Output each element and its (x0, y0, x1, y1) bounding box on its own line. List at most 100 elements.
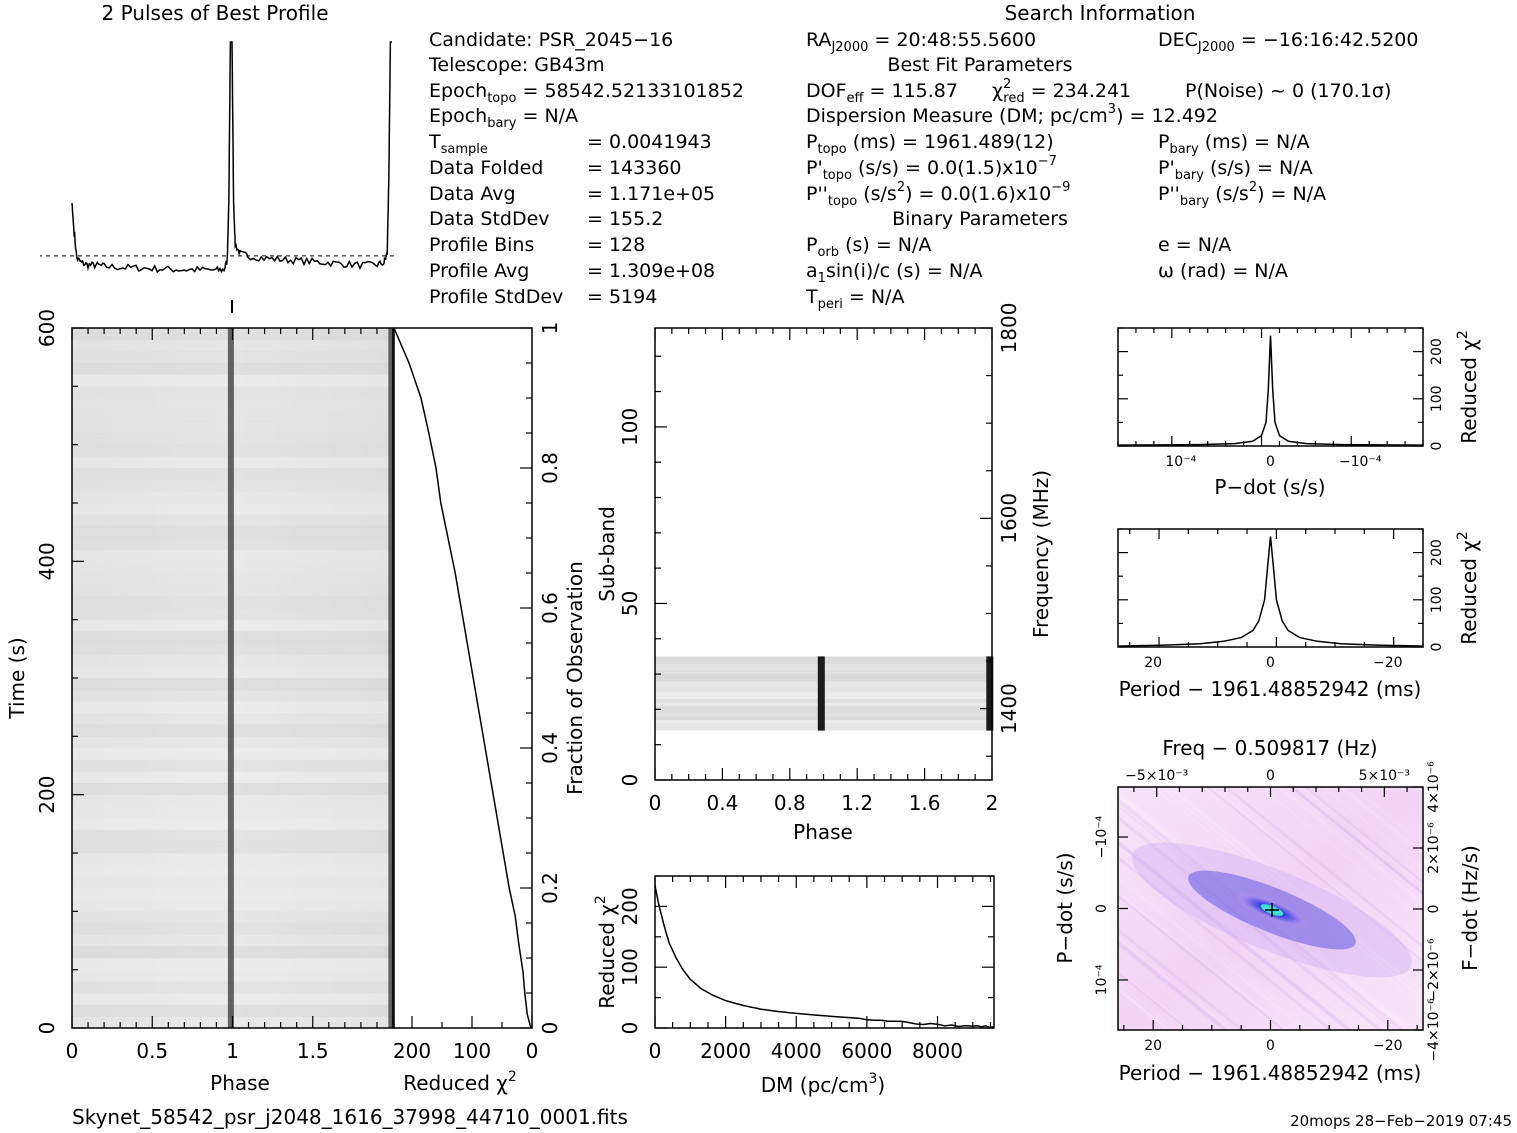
subband-phase-plot: 0 0.4 0.8 1.2 1.6 2 0 50 100 1400 1600 1800 Phase S… (595, 303, 1053, 844)
chi-pdot-xlabel: P−dot (s/s) (1214, 475, 1325, 499)
period-pdot-streak (1209, 787, 1423, 961)
period-pdot-streak (1118, 927, 1243, 1030)
time-phase-plot: 0 0.5 1 1.5 0 200 400 600 Phase Time (s) (5, 309, 395, 1095)
chi-time-ticks (411, 327, 533, 1029)
chi-pdot-ytick-label: 200 (1429, 338, 1445, 365)
chi-dm-line (654, 885, 995, 1029)
frequency-tick-label: 1400 (997, 683, 1021, 734)
period-pdot-streak (1118, 936, 1232, 1030)
period-pdot-streak (1278, 787, 1423, 906)
chi-period-ytick-label: 0 (1429, 643, 1445, 652)
chi-dm-tick-labels: 0 2000 4000 6000 8000 0 100 200 (618, 887, 963, 1063)
subband-xtick-label: 2 (986, 791, 999, 815)
chi-dm-plot: 0 2000 4000 6000 8000 0 100 200 DM (pc/cm3) Red… (593, 875, 995, 1097)
chi-period-ticks (1118, 528, 1424, 648)
period-pdot-fdot-label: −4×10⁻⁶ (1426, 998, 1442, 1062)
chi-time-line (393, 327, 532, 1029)
chi-period-xtick-label: −20 (1373, 655, 1403, 671)
eccentricity: e = N/A (1158, 234, 1231, 256)
chi-period-xlabel: Period − 1961.48852942 (ms) (1119, 677, 1422, 701)
period-pdot-fdot-label: F−dot (Hz/s) (1458, 845, 1482, 971)
time-phase-pulse-track (388, 328, 395, 1028)
chi-period-xtick-label: 0 (1266, 655, 1275, 671)
telescope: Telescope: GB43m (428, 54, 605, 76)
a1sini: a1sin(i)/c (s) = N/A (806, 260, 982, 286)
subband-xtick-label: 1.6 (909, 791, 941, 815)
time-phase-ytick-label: 600 (35, 309, 59, 347)
period-pdot-plot: Freq − 0.509817 (Hz) 20 0 −20 −5×10⁻³ 0 5×10⁻… (1053, 736, 1482, 1085)
profile-title: 2 Pulses of Best Profile (102, 1, 329, 25)
period-pdot-freq-label: 5×10⁻³ (1359, 768, 1410, 784)
period-pdot-ytick-label: 0 (1094, 904, 1110, 913)
pddot-bary: P''bary (s/s2) = N/A (1158, 180, 1326, 209)
chi-time-ytick-label: 0.4 (538, 732, 562, 764)
pdot-bary: P'bary (s/s) = N/A (1158, 157, 1313, 183)
profile-bins-label: Profile Bins (429, 234, 534, 256)
period-pdot-streak (1287, 787, 1423, 897)
chi-time-ytick-label: 0.6 (538, 592, 562, 624)
chi-time-xlabel: Reduced χ2 (403, 1069, 517, 1095)
dec: DECJ2000 = −16:16:42.5200 (1158, 29, 1418, 55)
epoch-topo: Epochtopo = 58542.52133101852 (429, 80, 744, 106)
chi-time-ytick-label: 0 (538, 1022, 562, 1035)
chi-time-ytick-label: 0.2 (538, 872, 562, 904)
subband-ylabel: Sub-band (595, 506, 619, 602)
time-phase-xtick-label: 1 (226, 1039, 239, 1063)
period-pdot-streak (1302, 787, 1423, 886)
period-pdot-xtick-label: 20 (1144, 1038, 1162, 1054)
t-peri: Tperi = N/A (805, 286, 904, 312)
frequency-ylabel: Frequency (MHz) (1029, 470, 1053, 638)
chi-period-xtick-label: 20 (1144, 655, 1162, 671)
subband-xtick-label: 1.2 (841, 791, 873, 815)
data-stddev-value: = 155.2 (587, 208, 663, 230)
omega: ω (rad) = N/A (1158, 260, 1288, 282)
time-phase-xlabel: Phase (210, 1071, 270, 1095)
chi-pdot-plot: 10⁻⁴ 0 −10⁻⁴ 0 100 200 P−dot (s/s) Reduced χ2 (1117, 327, 1481, 499)
period-pdot-ytick-label: −10⁻⁴ (1094, 815, 1110, 858)
period-pdot-streak (1118, 828, 1366, 1030)
chi-pdot-ticks (1117, 327, 1424, 447)
chi-pdot-xtick-label: −10⁻⁴ (1339, 454, 1382, 470)
chi-period-frame (1117, 528, 1424, 648)
time-phase-xtick-label: 0.5 (136, 1039, 168, 1063)
subband-pulse (986, 656, 994, 731)
subband-ytick-label: 0 (618, 774, 642, 787)
time-phase-xtick-label: 1.5 (297, 1039, 329, 1063)
chi-time-plot: 200 100 0 0 0.2 0.4 0.6 0.8 1 Reduced χ2 Fractio… (393, 322, 587, 1095)
period-pdot-streak (1118, 986, 1171, 1030)
chi-period-ytick-label: 200 (1429, 539, 1445, 566)
data-stddev-label: Data StdDev (429, 208, 550, 230)
chi-dm-ytick-label: 200 (618, 887, 642, 925)
chi-time-frame (393, 327, 533, 1029)
period-pdot-streak (1118, 891, 1288, 1030)
period-pdot-streak (1118, 940, 1227, 1030)
chi-dm-ticks (654, 875, 994, 1029)
period-pdot-streak (1322, 787, 1423, 870)
profile-chart (40, 41, 398, 274)
period-pdot-streak (1118, 972, 1189, 1030)
period-pdot-streak (1168, 787, 1423, 995)
chi-pdot-line (1117, 335, 1424, 446)
subband-xtick-label: 0 (649, 791, 662, 815)
data-avg-label: Data Avg (429, 183, 516, 205)
dof: DOFeff = 115.87 (806, 80, 958, 106)
period-pdot-streak (1118, 949, 1216, 1030)
chi-red: χ2 red = 234.241 (992, 77, 1131, 106)
period-pdot-streak (1118, 981, 1178, 1030)
time-phase-xtick-label: 0 (66, 1039, 79, 1063)
chi-dm-ylabel: Reduced χ2 (593, 895, 619, 1009)
period-pdot-fdot-label: 2×10⁻⁶ (1426, 822, 1442, 874)
frequency-tick-label: 1800 (997, 303, 1021, 354)
period-pdot-streaks (1118, 787, 1423, 1030)
chi-time-xtick-label: 100 (453, 1039, 491, 1063)
chi-pdot-frame (1117, 327, 1424, 447)
profile-stddev-label: Profile StdDev (429, 286, 563, 308)
subband-xlabel: Phase (793, 820, 853, 844)
chi-dm-frame (654, 875, 995, 1029)
chi-dm-xtick-label: 8000 (912, 1039, 963, 1063)
period-pdot-xtick-label: −20 (1373, 1038, 1403, 1054)
period-pdot-streak (1118, 855, 1332, 1030)
time-phase-ytick-label: 0 (35, 1022, 59, 1035)
